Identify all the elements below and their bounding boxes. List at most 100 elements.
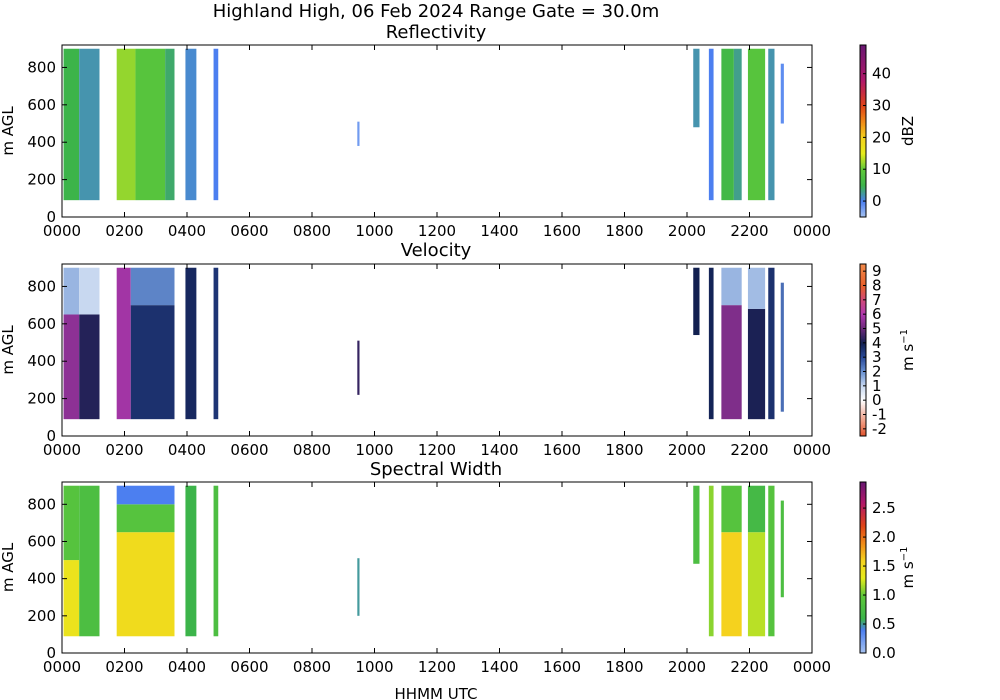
x-tick-label: 1000 bbox=[355, 441, 393, 459]
colorbar-band bbox=[860, 361, 866, 364]
y-tick-label: 600 bbox=[27, 96, 56, 114]
colorbar-band bbox=[860, 644, 866, 647]
y-tick-label: 800 bbox=[27, 58, 56, 76]
colorbar-band bbox=[860, 603, 866, 606]
colorbar-band bbox=[860, 527, 866, 530]
colorbar-band bbox=[860, 640, 866, 643]
colorbar-band bbox=[860, 586, 866, 588]
echo-segment bbox=[213, 485, 219, 637]
colorbar-band bbox=[860, 89, 866, 92]
colorbar-band bbox=[860, 184, 866, 186]
colorbar-band bbox=[860, 641, 866, 644]
colorbar-band bbox=[860, 483, 866, 486]
colorbar-band bbox=[860, 380, 866, 383]
colorbar-tick-label: 2.0 bbox=[872, 528, 896, 546]
colorbar-band bbox=[860, 100, 866, 103]
colorbar-band bbox=[860, 66, 866, 69]
colorbar-band bbox=[860, 388, 866, 391]
colorbar-band bbox=[860, 83, 866, 86]
colorbar-band bbox=[860, 80, 866, 83]
panel-title: Reflectivity bbox=[386, 22, 487, 43]
colorbar-band bbox=[860, 567, 866, 570]
colorbar-band bbox=[860, 122, 866, 125]
colorbar-band bbox=[860, 141, 866, 143]
colorbar-band bbox=[860, 605, 866, 608]
colorbar-band bbox=[860, 285, 866, 288]
colorbar-band bbox=[860, 382, 866, 385]
colorbar-band bbox=[860, 635, 866, 638]
colorbar-band bbox=[860, 576, 866, 578]
colorbar-band bbox=[860, 360, 866, 362]
colorbar-band bbox=[860, 55, 866, 57]
colorbar-band bbox=[860, 191, 866, 194]
y-tick-label: 0 bbox=[46, 427, 56, 445]
colorbar-band bbox=[860, 387, 866, 390]
colorbar-band bbox=[860, 50, 866, 53]
colorbar-band bbox=[860, 381, 866, 384]
colorbar-band bbox=[860, 308, 866, 311]
colorbar-band bbox=[860, 334, 866, 337]
colorbar-band bbox=[860, 486, 866, 489]
echo-segment bbox=[747, 267, 766, 309]
x-tick-label: 1800 bbox=[605, 222, 643, 240]
echo-segment bbox=[116, 48, 136, 201]
colorbar-band bbox=[860, 397, 866, 400]
colorbar-tick-label: 1 bbox=[872, 377, 882, 395]
colorbar-label: m s−1 bbox=[899, 329, 917, 371]
x-tick-label: 0000 bbox=[43, 441, 81, 459]
x-tick-label: 0000 bbox=[793, 658, 831, 676]
colorbar-band bbox=[860, 196, 866, 199]
colorbar-band bbox=[860, 88, 866, 90]
colorbar-band bbox=[860, 325, 866, 328]
colorbar-band bbox=[860, 594, 866, 597]
colorbar-band bbox=[860, 335, 866, 338]
colorbar-band bbox=[860, 126, 866, 129]
colorbar-band bbox=[860, 45, 866, 47]
colorbar-band bbox=[860, 86, 866, 89]
colorbar-band bbox=[860, 112, 866, 115]
colorbar-tick-label: 8 bbox=[872, 277, 882, 295]
colorbar-band bbox=[860, 62, 866, 65]
colorbar-band bbox=[860, 331, 866, 334]
y-tick-label: 0 bbox=[46, 644, 56, 662]
colorbar-band bbox=[860, 541, 866, 544]
colorbar-band bbox=[860, 627, 866, 630]
colorbar-band bbox=[860, 276, 866, 279]
y-tick-label: 400 bbox=[27, 133, 56, 151]
colorbar-band bbox=[860, 529, 866, 531]
colorbar-band bbox=[860, 590, 866, 593]
x-tick-label: 2200 bbox=[730, 441, 768, 459]
colorbar-band bbox=[860, 291, 866, 294]
colorbar-band bbox=[860, 420, 866, 423]
colorbar-band bbox=[860, 526, 866, 529]
colorbar-tick-label: 10 bbox=[872, 160, 891, 178]
colorbar-band bbox=[860, 156, 866, 159]
colorbar-band bbox=[860, 181, 866, 184]
colorbar-band bbox=[860, 116, 866, 119]
panel-title: Velocity bbox=[401, 240, 472, 261]
colorbar-band bbox=[860, 583, 866, 586]
colorbar-tick-label: 5 bbox=[872, 320, 882, 338]
colorbar-band bbox=[860, 484, 866, 487]
colorbar-band bbox=[860, 494, 866, 497]
colorbar-band bbox=[860, 374, 866, 377]
colorbar-band bbox=[860, 497, 866, 500]
colorbar-band bbox=[860, 358, 866, 361]
colorbar-band bbox=[860, 189, 866, 192]
colorbar-band bbox=[860, 208, 866, 211]
colorbar-band bbox=[860, 493, 866, 496]
colorbar-band bbox=[860, 395, 866, 398]
colorbar-tick-label: 6 bbox=[872, 305, 882, 323]
colorbar-label: dBZ bbox=[899, 116, 917, 146]
colorbar-band bbox=[860, 489, 866, 492]
colorbar-band bbox=[860, 580, 866, 583]
echo-segment bbox=[116, 532, 175, 637]
colorbar-band bbox=[860, 158, 866, 161]
echo-segment bbox=[708, 485, 714, 637]
colorbar-band bbox=[860, 105, 866, 108]
colorbar-band bbox=[860, 148, 866, 151]
colorbar-band bbox=[860, 182, 866, 185]
colorbar-band bbox=[860, 337, 866, 340]
colorbar-tick-label: 2.5 bbox=[872, 499, 896, 517]
